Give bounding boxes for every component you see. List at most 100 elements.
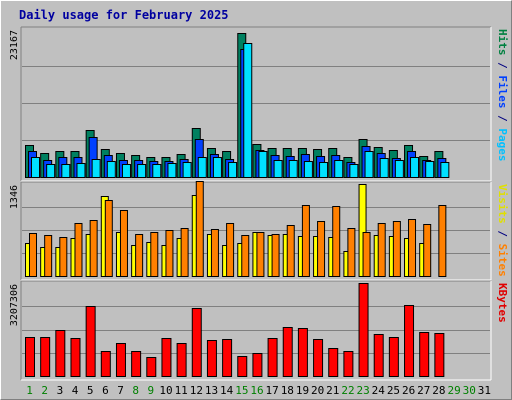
axis-label-part: Hits	[496, 29, 509, 56]
bar-sites-11	[180, 228, 189, 277]
bar-pages-15	[243, 43, 253, 178]
bar-sites-4	[74, 223, 83, 277]
bar-kbytes-5	[85, 306, 96, 377]
bar-kbytes-25	[388, 337, 399, 377]
x-tick-label: 17	[266, 384, 279, 397]
x-tick-label: 23	[357, 384, 370, 397]
bar-sites-23	[362, 232, 371, 277]
bar-pages-27	[425, 161, 435, 178]
bar-kbytes-13	[206, 340, 217, 377]
x-tick-label: 25	[387, 384, 400, 397]
bar-pages-18	[288, 160, 298, 178]
bar-sites-17	[271, 234, 280, 277]
max-value-label: 1346	[9, 185, 20, 209]
bar-sites-3	[59, 237, 68, 277]
bar-pages-21	[334, 160, 344, 178]
bar-pages-6	[106, 161, 116, 178]
bar-sites-24	[377, 223, 386, 277]
bar-pages-28	[440, 162, 450, 178]
bar-kbytes-4	[70, 338, 81, 377]
x-tick-label: 27	[417, 384, 430, 397]
bar-kbytes-19	[297, 328, 308, 377]
bar-kbytes-23	[358, 283, 369, 377]
bar-sites-5	[89, 220, 98, 277]
x-tick-label: 30	[463, 384, 476, 397]
bar-sites-10	[165, 230, 174, 277]
bar-kbytes-6	[100, 351, 111, 377]
bar-sites-22	[347, 228, 356, 277]
x-tick-label: 24	[372, 384, 386, 397]
series-axis-label: Hits / Files / Pages	[496, 29, 509, 162]
x-tick-label: 10	[159, 384, 172, 397]
bar-kbytes-27	[419, 332, 430, 377]
bar-sites-7	[119, 210, 128, 277]
x-tick-label: 13	[205, 384, 218, 397]
x-tick-label: 22	[341, 384, 354, 397]
bar-pages-10	[167, 163, 177, 178]
x-tick-label: 5	[87, 384, 94, 397]
x-tick-label: 3	[57, 384, 64, 397]
bar-pages-3	[61, 164, 71, 178]
max-value-label: 3207306	[9, 284, 20, 326]
bar-pages-23	[364, 151, 374, 178]
bar-sites-18	[286, 225, 295, 277]
x-tick-label: 6	[102, 384, 109, 397]
bar-kbytes-20	[313, 339, 324, 377]
bar-pages-22	[349, 164, 359, 178]
bar-pages-14	[228, 162, 238, 178]
bar-pages-7	[121, 164, 131, 178]
x-tick-label: 29	[447, 384, 460, 397]
max-value-label: 23167	[9, 30, 20, 60]
axis-label-part: Files	[496, 75, 509, 108]
bar-kbytes-15	[237, 356, 248, 377]
bar-kbytes-17	[267, 338, 278, 377]
bar-kbytes-12	[191, 308, 202, 377]
series-kbytes	[25, 283, 445, 377]
axis-label-part: /	[496, 56, 509, 76]
panel-visits-sites: 1346 Visits / Sites	[9, 181, 509, 281]
bar-sites-13	[210, 229, 219, 277]
bar-kbytes-28	[434, 333, 445, 377]
bar-sites-1	[29, 233, 37, 277]
bar-sites-19	[301, 205, 310, 277]
bar-pages-19	[303, 161, 313, 178]
bar-pages-12	[197, 157, 207, 178]
x-tick-label: 2	[41, 384, 48, 397]
bar-sites-26	[408, 219, 417, 277]
axis-label-part: KBytes	[496, 283, 509, 323]
bar-pages-17	[273, 160, 283, 178]
x-tick-label: 16	[250, 384, 263, 397]
x-tick-label: 18	[281, 384, 294, 397]
bar-pages-4	[76, 163, 86, 178]
bar-kbytes-18	[282, 327, 293, 377]
axis-label-part: /	[496, 224, 509, 244]
bar-pages-24	[379, 158, 389, 178]
x-tick-label: 26	[402, 384, 415, 397]
bar-kbytes-14	[222, 339, 233, 377]
bar-kbytes-10	[161, 338, 172, 377]
bar-pages-13	[212, 157, 222, 178]
x-tick-label: 7	[117, 384, 124, 397]
bar-pages-26	[410, 157, 420, 178]
bar-pages-11	[182, 162, 192, 178]
x-tick-label: 11	[175, 384, 188, 397]
bar-sites-9	[150, 232, 159, 277]
bar-sites-2	[44, 235, 53, 277]
series-pages	[31, 43, 450, 178]
x-tick-label: 9	[148, 384, 155, 397]
bar-pages-20	[319, 162, 329, 178]
axis-label-part: Pages	[496, 128, 509, 161]
bar-kbytes-22	[343, 351, 354, 377]
bar-kbytes-24	[373, 334, 384, 377]
bar-sites-8	[135, 234, 144, 277]
series-sites	[29, 181, 447, 277]
bar-sites-20	[317, 221, 326, 277]
bar-kbytes-26	[404, 305, 415, 377]
bar-sites-25	[392, 221, 401, 277]
bar-pages-25	[394, 160, 404, 178]
axis-label-part: Sites	[496, 244, 509, 277]
bar-pages-1	[31, 157, 40, 178]
bar-kbytes-21	[328, 348, 339, 377]
bar-sites-27	[423, 224, 432, 277]
bar-kbytes-9	[146, 357, 157, 377]
